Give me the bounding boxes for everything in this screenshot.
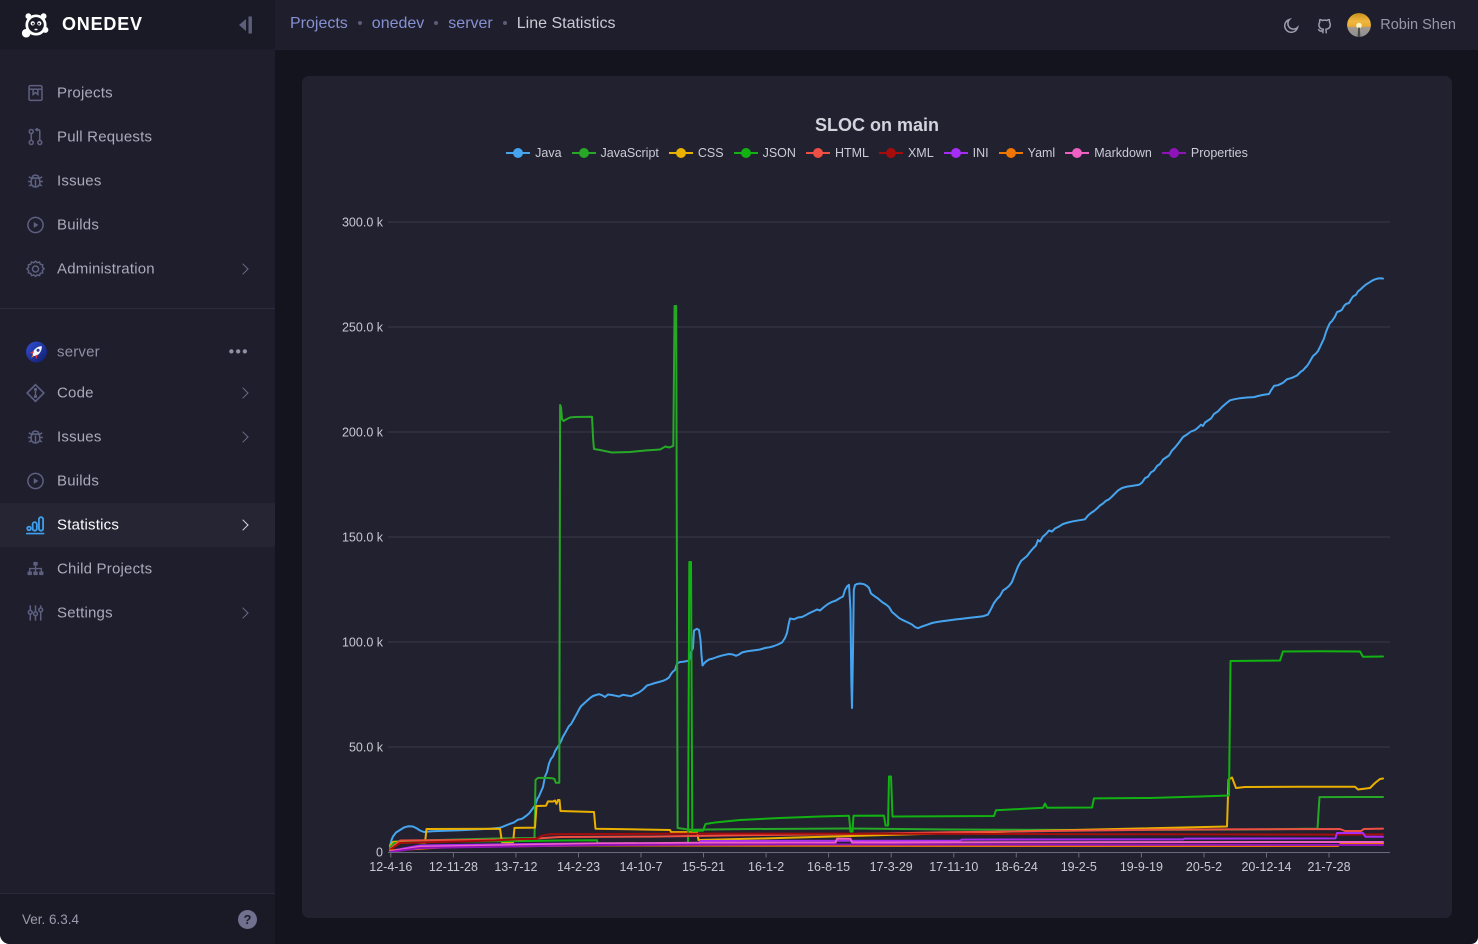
svg-text:19-2-5: 19-2-5 (1061, 860, 1097, 874)
svg-text:17-11-10: 17-11-10 (929, 860, 978, 874)
svg-text:21-7-28: 21-7-28 (1307, 860, 1350, 874)
svg-text:200.0 k: 200.0 k (342, 426, 384, 440)
svg-text:14-10-7: 14-10-7 (619, 860, 662, 874)
svg-text:14-2-23: 14-2-23 (557, 860, 600, 874)
svg-text:20-5-2: 20-5-2 (1186, 860, 1222, 874)
svg-text:12-4-16: 12-4-16 (369, 860, 412, 874)
svg-text:18-6-24: 18-6-24 (995, 860, 1038, 874)
svg-text:15-5-21: 15-5-21 (682, 860, 725, 874)
svg-text:150.0 k: 150.0 k (342, 531, 384, 545)
svg-text:50.0 k: 50.0 k (349, 741, 384, 755)
svg-text:16-8-15: 16-8-15 (807, 860, 850, 874)
svg-text:19-9-19: 19-9-19 (1120, 860, 1163, 874)
svg-text:0: 0 (376, 846, 383, 860)
svg-text:100.0 k: 100.0 k (342, 636, 384, 650)
svg-text:16-1-2: 16-1-2 (748, 860, 784, 874)
svg-text:13-7-12: 13-7-12 (494, 860, 537, 874)
svg-text:12-11-28: 12-11-28 (429, 860, 478, 874)
svg-text:17-3-29: 17-3-29 (870, 860, 913, 874)
svg-text:250.0 k: 250.0 k (342, 321, 384, 335)
svg-text:20-12-14: 20-12-14 (1241, 860, 1291, 874)
svg-text:300.0 k: 300.0 k (342, 216, 384, 230)
